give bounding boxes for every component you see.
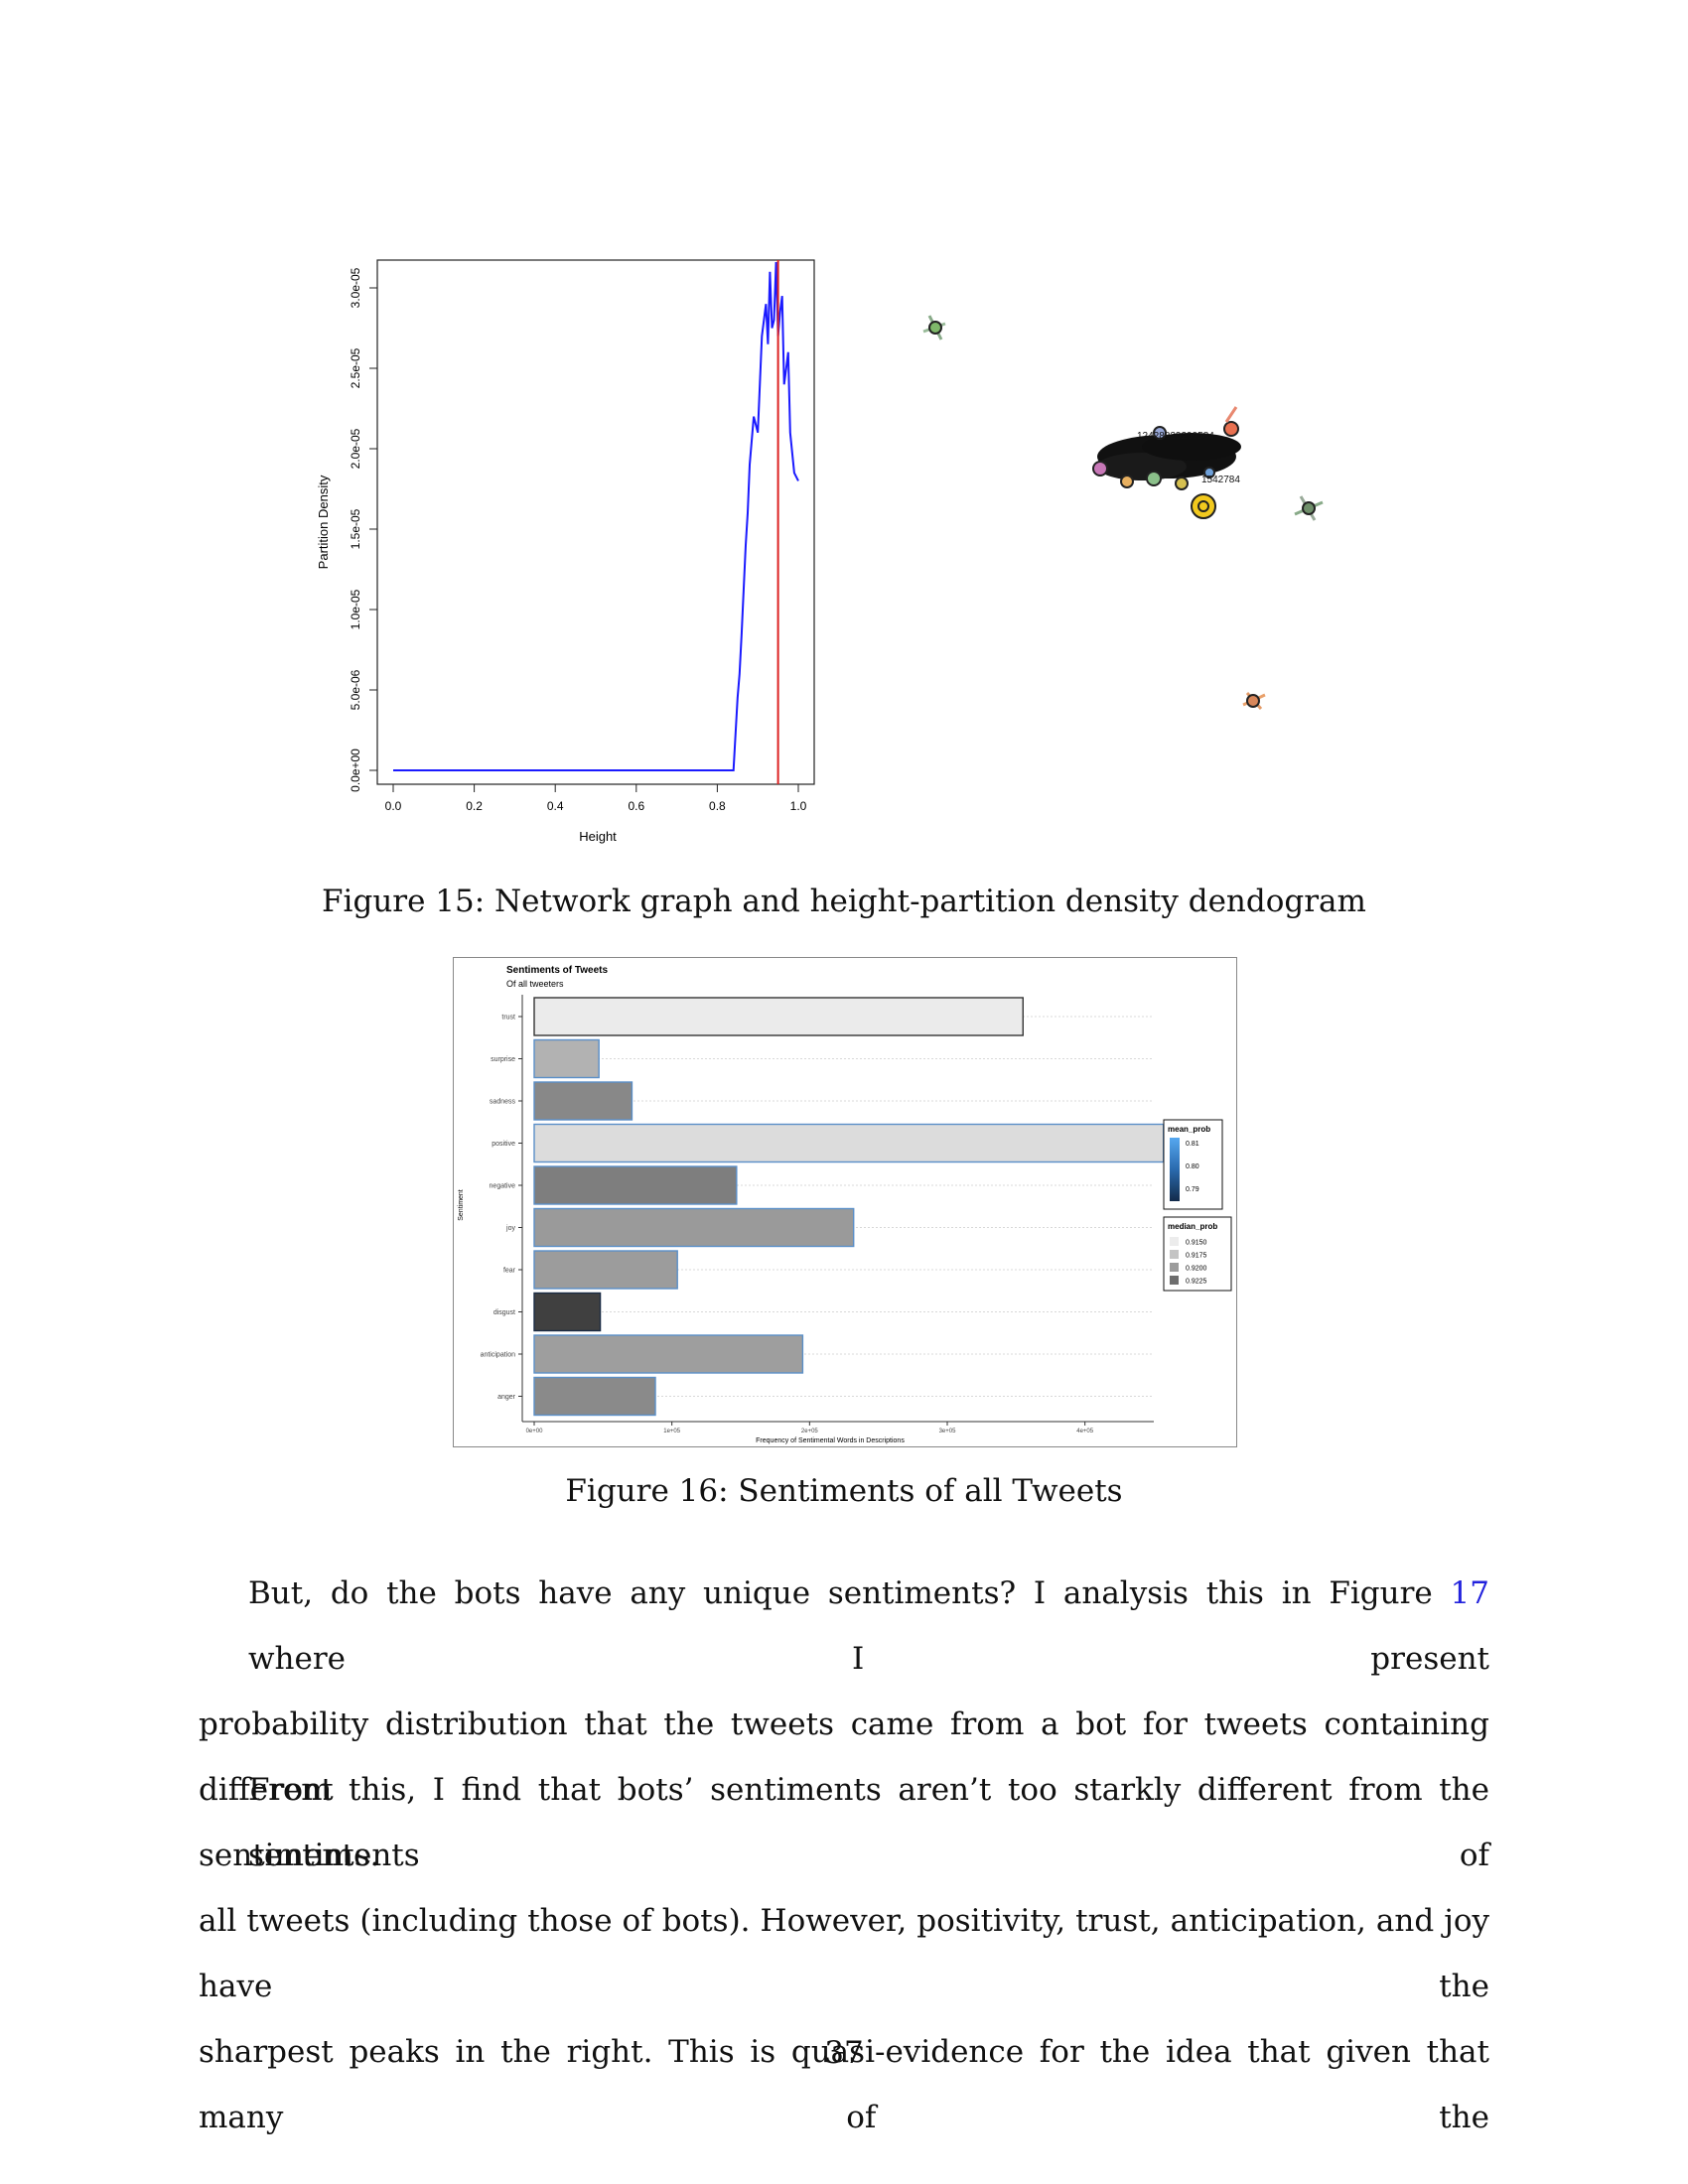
- figure-15-caption: Figure 15: Network graph and height-part…: [322, 884, 1366, 919]
- legend-median-swatch: [1170, 1237, 1179, 1246]
- bar-positive: [533, 1123, 1165, 1163]
- x-tick-label: 0.8: [709, 799, 726, 813]
- y-tick-label: 2.5e-05: [349, 347, 362, 388]
- y-tick-label: 5.0e-06: [349, 669, 362, 710]
- paragraph-1-line-3: sentiments.: [199, 1838, 380, 1873]
- bar-anticipation: [533, 1334, 804, 1374]
- bar-negative: [533, 1165, 738, 1205]
- network-graph: 12428829299584 1542784: [922, 315, 1324, 710]
- legend-mean-label: 0.80: [1186, 1163, 1199, 1170]
- legend-median-swatch: [1170, 1250, 1179, 1259]
- category-label: anger: [497, 1394, 516, 1401]
- legend-median-label: 0.9225: [1186, 1279, 1207, 1286]
- sentiment-bar-chart: Sentiments of Tweets Of all tweeters tru…: [453, 957, 1237, 1447]
- category-label: anticipation: [481, 1352, 516, 1359]
- legend-mean-gradient: [1170, 1138, 1180, 1201]
- y-tick-label: 3.0e-05: [349, 267, 362, 308]
- paragraph-2-line-3: sharpest peaks in the right. This is qua…: [199, 2034, 1489, 2135]
- network-dense-cluster: 12428829299584 1542784: [1092, 406, 1241, 519]
- legend-mean-label: 0.79: [1186, 1186, 1199, 1193]
- legend-median-label: 0.9175: [1186, 1253, 1207, 1260]
- x-axis-label: Height: [579, 829, 617, 844]
- category-label: fear: [503, 1268, 516, 1275]
- bar-sadness: [533, 1081, 633, 1121]
- plot-frame: [376, 259, 815, 785]
- bar-surprise: [533, 1038, 600, 1079]
- x-tick-label: 0.6: [628, 799, 644, 813]
- legend-mean-prob: mean_prob 0.81 0.80 0.79: [1163, 1119, 1223, 1210]
- paragraph-2-line-1: From this, I find that bots’ sentiments …: [248, 1772, 1489, 1873]
- bar-disgust: [533, 1292, 602, 1332]
- network-node-cluster: [1242, 692, 1266, 710]
- paragraph-1: But, do the bots have any unique sentime…: [199, 1561, 1489, 1888]
- legend-median-swatch: [1170, 1276, 1179, 1285]
- legend-median-label: 0.9200: [1186, 1266, 1207, 1273]
- category-label: surprise: [491, 1056, 515, 1063]
- partition-density-chart: 0.0 0.2 0.4 0.6 0.8 1.0 0.0e+00 5.0e-06 1.0e-05…: [316, 259, 815, 844]
- x-tick-label: 1.0: [790, 799, 807, 813]
- network-node-cluster: [922, 315, 946, 341]
- x-tick-label: 0.0: [385, 799, 402, 813]
- legend-median-label: 0.9150: [1186, 1240, 1207, 1247]
- y-tick-label: 0.0e+00: [349, 749, 362, 792]
- y-axis-label: Partition Density: [316, 475, 331, 569]
- category-label: trust: [501, 1015, 515, 1022]
- x-tick-label: 0e+00: [526, 1429, 544, 1434]
- legend-mean-label: 0.81: [1186, 1141, 1199, 1148]
- paragraph-2: From this, I find that bots’ sentiments …: [199, 1757, 1489, 2150]
- y-axis-label: Sentiment: [458, 1189, 465, 1221]
- x-tick-label: 4e+05: [1076, 1429, 1094, 1434]
- x-tick-label: 3e+05: [939, 1429, 957, 1434]
- category-label: joy: [505, 1225, 515, 1232]
- paragraph-1-line-1: But, do the bots have any unique sentime…: [248, 1575, 1489, 1677]
- chart-title: Sentiments of Tweets: [506, 965, 608, 976]
- y-tick-label: 2.0e-05: [349, 428, 362, 469]
- density-line: [393, 261, 799, 771]
- node-label-bottom: 1542784: [1201, 475, 1240, 485]
- bar-trust: [533, 997, 1024, 1036]
- x-tick-label: 1e+05: [663, 1429, 681, 1434]
- x-tick-label: 2e+05: [801, 1429, 819, 1434]
- y-tick-label: 1.5e-05: [349, 508, 362, 549]
- node-label-top: 12428829299584: [1137, 431, 1214, 442]
- bar-anger: [533, 1376, 656, 1417]
- chart-subtitle: Of all tweeters: [506, 979, 564, 989]
- figure-16-caption: Figure 16: Sentiments of all Tweets: [565, 1473, 1123, 1509]
- legend-median-prob: median_prob 0.9150 0.9175 0.9200 0.9225: [1163, 1216, 1232, 1292]
- legend-median-swatch: [1170, 1263, 1179, 1272]
- legend-median-title: median_prob: [1168, 1222, 1217, 1231]
- figure-17-ref-link[interactable]: 17: [1450, 1575, 1489, 1611]
- category-label: disgust: [493, 1309, 515, 1316]
- network-node-cluster: [1294, 495, 1324, 521]
- paragraph-1-line-2: probability distribution that the tweets…: [199, 1706, 1489, 1808]
- x-tick-label: 0.2: [466, 799, 483, 813]
- x-axis-label: Frequency of Sentimental Words in Descri…: [756, 1437, 905, 1444]
- bar-fear: [533, 1250, 678, 1290]
- category-label: negative: [490, 1183, 516, 1190]
- bar-joy: [533, 1207, 855, 1248]
- paragraph-2-line-2: all tweets (including those of bots). Ho…: [199, 1903, 1489, 2004]
- category-label: positive: [492, 1141, 515, 1148]
- y-tick-label: 1.0e-05: [349, 589, 362, 629]
- legend-mean-title: mean_prob: [1168, 1125, 1210, 1134]
- category-label: sadness: [490, 1099, 516, 1106]
- page-number: 37: [824, 2035, 864, 2071]
- x-tick-label: 0.4: [547, 799, 564, 813]
